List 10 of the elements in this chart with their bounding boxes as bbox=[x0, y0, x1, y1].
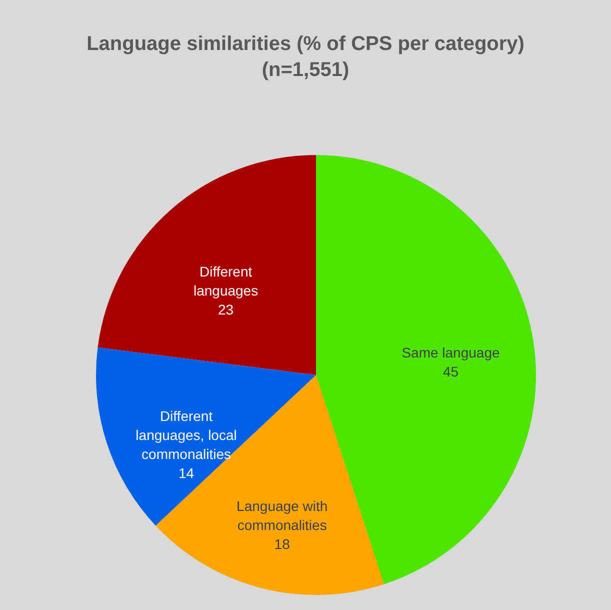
pie-slice bbox=[98, 155, 316, 375]
data-label: 14 bbox=[178, 465, 194, 482]
slice-label: Different languages, local commonalities bbox=[136, 408, 237, 462]
slice-label: Same language bbox=[402, 344, 500, 361]
data-label: 18 bbox=[274, 536, 290, 552]
chart-title: Language similarities (% of CPS per category) (n=1,551) bbox=[86, 33, 524, 81]
data-label: 45 bbox=[442, 364, 459, 380]
data-label: 23 bbox=[218, 302, 234, 318]
slice-label: Different languages bbox=[193, 264, 258, 299]
slice-label: Language with commonalities bbox=[236, 498, 328, 534]
